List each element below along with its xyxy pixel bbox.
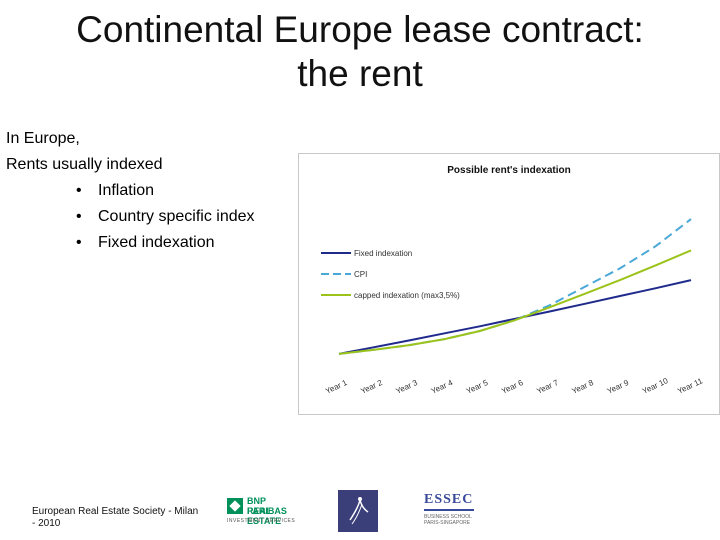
bnp-mark-icon: [227, 498, 243, 514]
legend-label-2: CPI: [354, 270, 367, 279]
x-tick-label: Year 5: [465, 378, 490, 396]
x-tick-label: Year 7: [535, 378, 560, 396]
bnp-logo-line-2: REAL ESTATE: [247, 506, 282, 526]
bullet-icon: •: [76, 234, 82, 251]
slide-title: Continental Europe lease contract: the r…: [20, 8, 700, 96]
essec-logo-line-2: PARIS-SINGAPORE: [424, 520, 471, 526]
x-tick-label: Year 4: [430, 378, 455, 396]
slide-title-line-1: Continental Europe lease contract:: [76, 9, 644, 50]
bnp-logo-line-3: INVESTMENT SERVICES: [227, 518, 296, 524]
chart-series: [338, 218, 692, 355]
eres-logo: [338, 490, 378, 532]
eres-figure-icon: [349, 497, 369, 525]
legend-label-3: capped indexation (max3,5%): [354, 291, 460, 300]
rent-indexation-chart: Possible rent's indexation Fixed indexat…: [298, 153, 720, 415]
x-tick-label: Year 8: [570, 378, 595, 396]
footer: European Real Estate Society - Milan - 2…: [32, 506, 198, 530]
slide-body: In Europe, Rents usually indexed • Inflat…: [6, 126, 255, 256]
slide-title-line-2: the rent: [297, 53, 423, 94]
bullet-icon: •: [76, 208, 82, 225]
bullet-item-inflation: • Inflation: [6, 178, 255, 204]
essec-logo-name: ESSEC: [424, 492, 474, 507]
series-line-1: [338, 279, 692, 355]
bullet-item-fixed-indexation: • Fixed indexation: [6, 230, 255, 256]
bnp-logo-line-1: BNP PARIBAS: [247, 496, 287, 516]
footer-line-2: - 2010: [32, 518, 61, 529]
footer-line-1: European Real Estate Society - Milan: [32, 506, 199, 517]
chart-title: Possible rent's indexation: [447, 165, 571, 176]
bnp-paribas-logo: BNP PARIBAS REAL ESTATE INVESTMENT SERVI…: [227, 494, 307, 530]
x-tick-label: Year 11: [676, 376, 704, 396]
bullet-icon: •: [76, 182, 82, 199]
essec-logo-line-1: BUSINESS SCHOOL: [424, 514, 472, 520]
series-line-3: [338, 249, 692, 355]
bullet-item-country-index: • Country specific index: [6, 204, 255, 230]
x-tick-label: Year 10: [641, 376, 670, 396]
legend-label-1: Fixed indexation: [354, 249, 412, 258]
x-tick-label: Year 9: [606, 378, 631, 396]
x-tick-label: Year 2: [359, 378, 384, 396]
x-axis-ticks: Year 1 Year 2 Year 3 Year 4 Year 5 Year 6 Year…: [324, 376, 704, 396]
body-line-1: In Europe,: [6, 130, 80, 147]
chart-legend: Fixed indexation CPI capped indexation (ma…: [321, 249, 460, 300]
bullet-text: Country specific index: [98, 208, 255, 225]
body-line-2: Rents usually indexed: [6, 156, 163, 173]
series-line-2: [338, 218, 692, 355]
x-tick-label: Year 3: [394, 378, 419, 396]
bullet-text: Fixed indexation: [98, 234, 215, 251]
x-tick-label: Year 6: [500, 378, 525, 396]
bullet-text: Inflation: [98, 182, 155, 199]
x-tick-label: Year 1: [324, 378, 349, 396]
chart-svg: Possible rent's indexation Fixed indexat…: [321, 165, 705, 396]
essec-logo-bar: [424, 509, 474, 511]
essec-logo: ESSEC BUSINESS SCHOOL PARIS-SINGAPORE: [424, 492, 480, 532]
